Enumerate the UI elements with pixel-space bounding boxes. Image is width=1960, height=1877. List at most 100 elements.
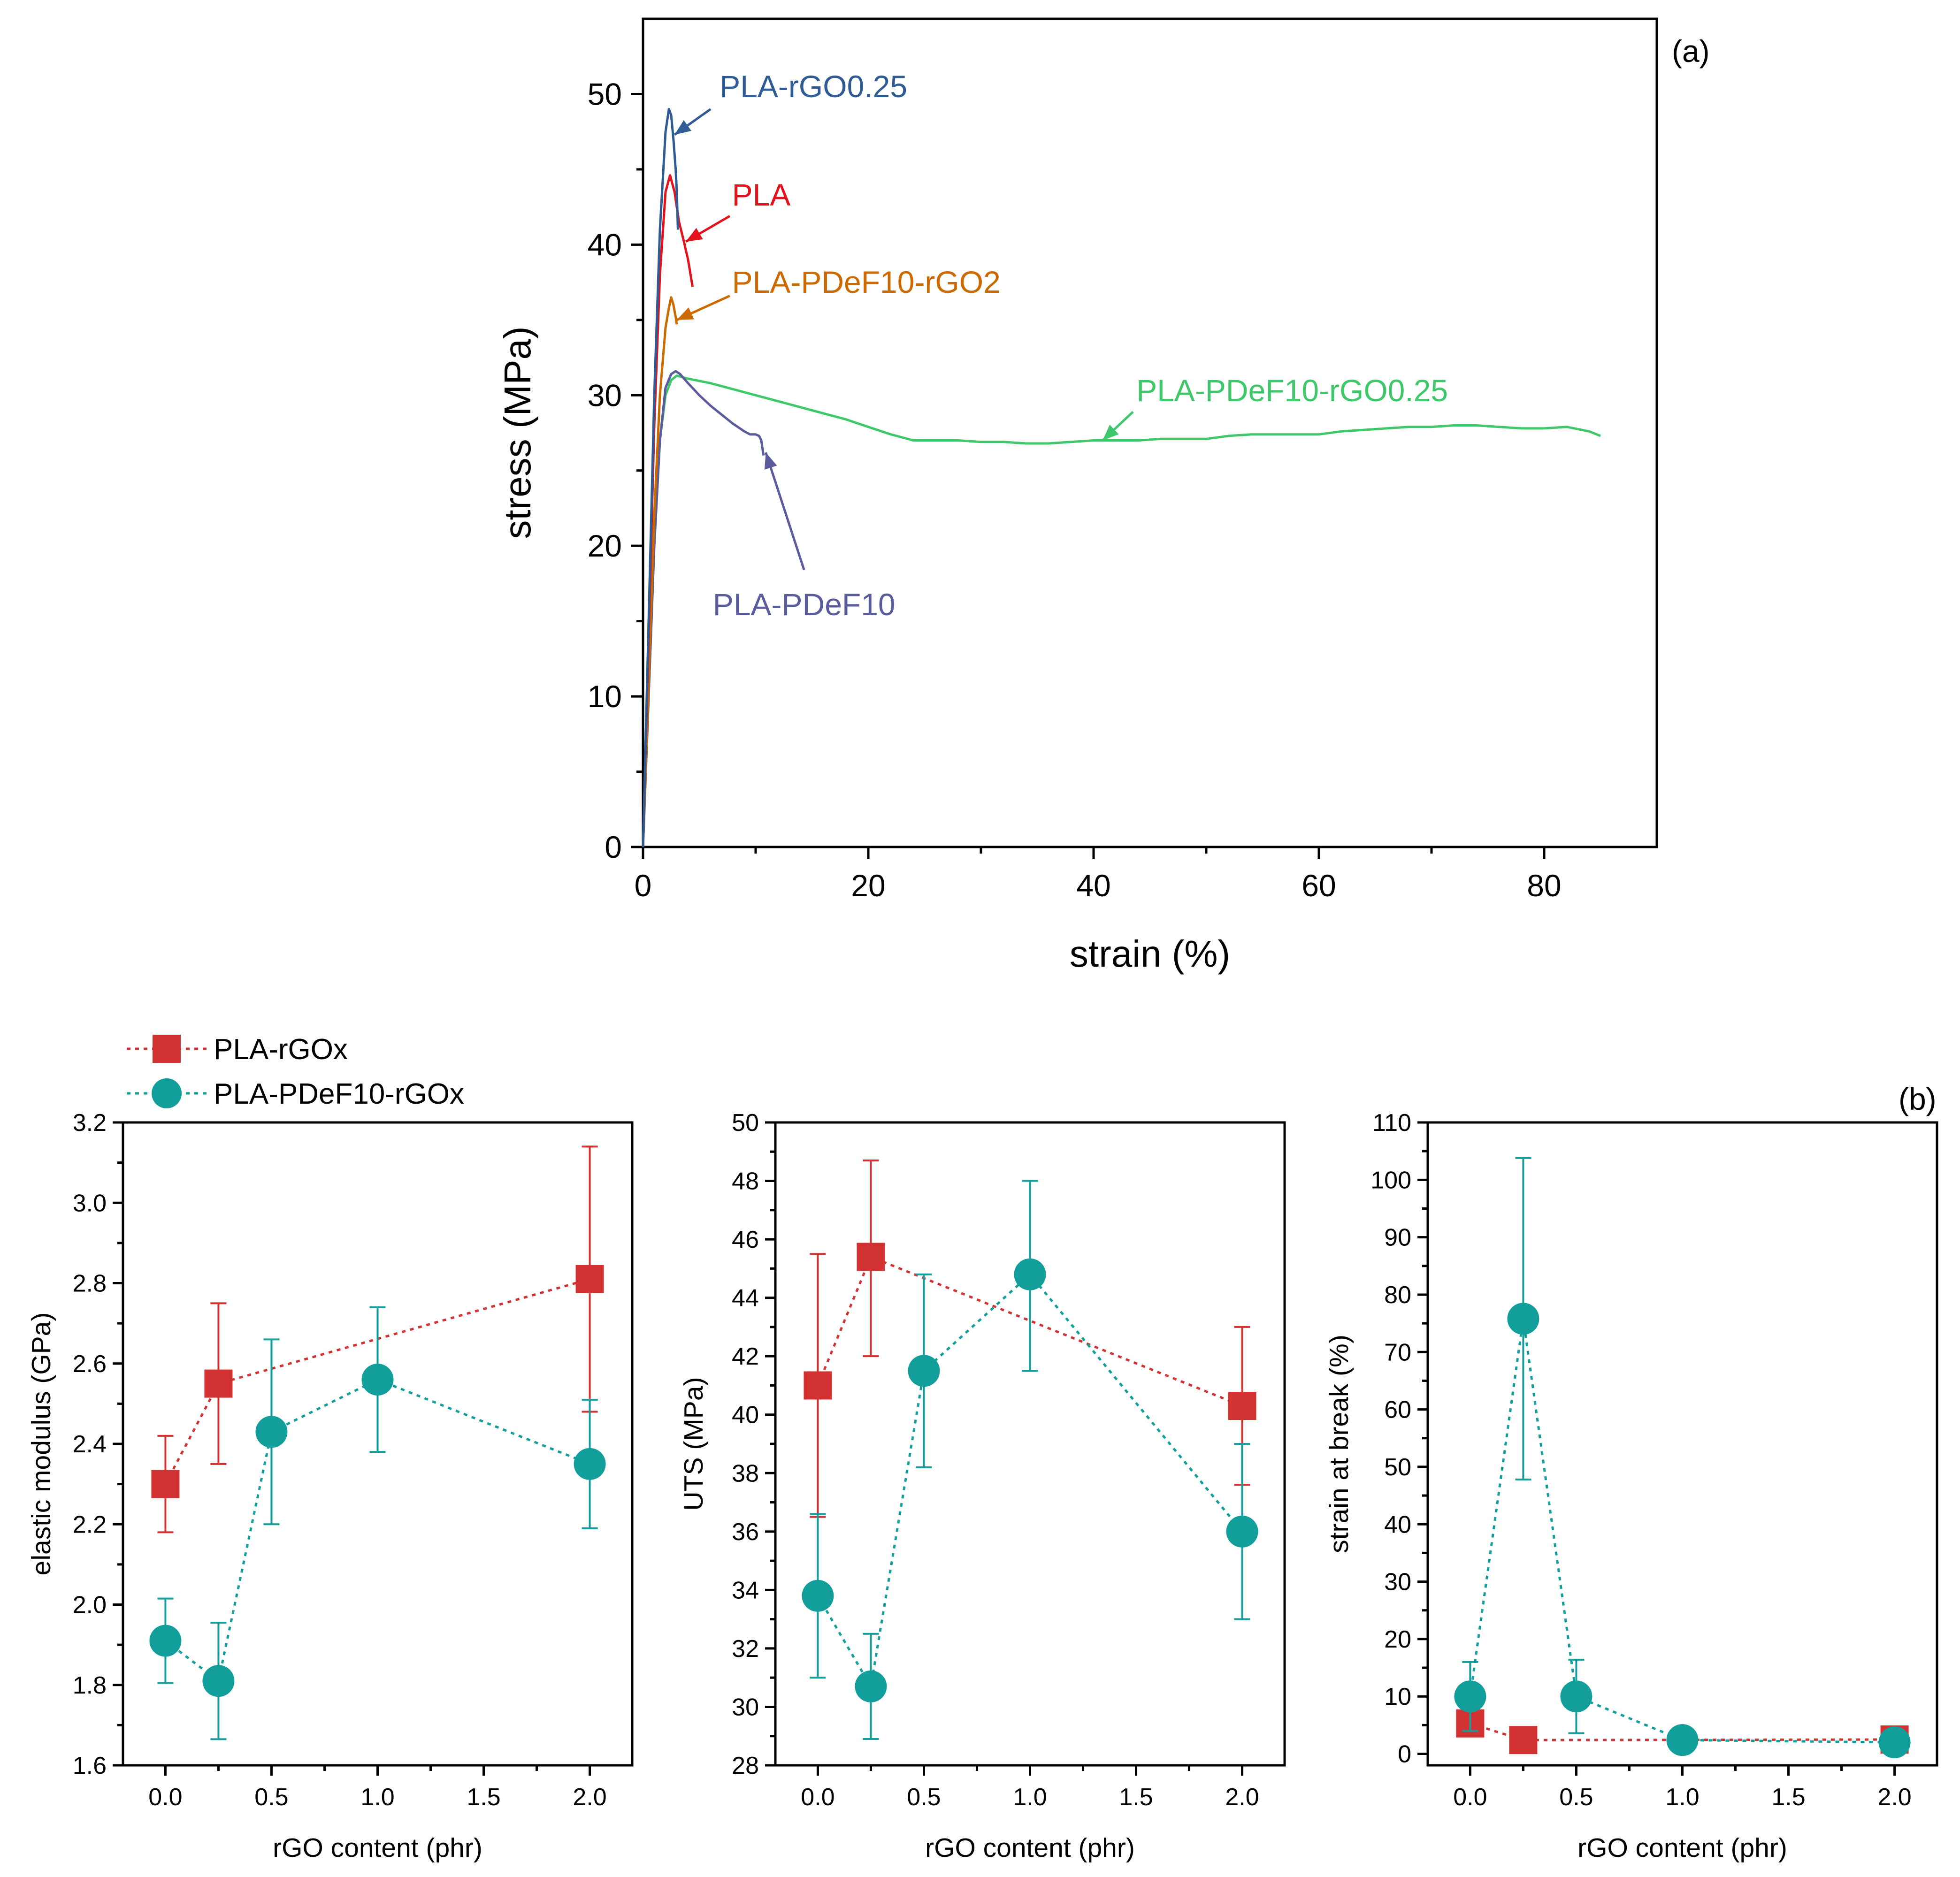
legend-square-marker	[153, 1035, 181, 1063]
data-point-pla-pdef10-rgox	[802, 1579, 834, 1612]
series-line-pla-pdef10-rgo0-25	[642, 374, 1601, 847]
y-tick-label: 90	[1384, 1224, 1411, 1251]
panel-a-y-tick-label: 20	[588, 528, 622, 563]
annotation-arrow-head	[674, 120, 692, 135]
annotation-label: PLA-PDeF10	[713, 587, 896, 622]
y-tick-label: 40	[1384, 1511, 1411, 1538]
x-tick-label: 0.0	[1453, 1784, 1487, 1811]
y-tick-label: 2.4	[73, 1431, 107, 1458]
x-tick-label: 2.0	[1225, 1784, 1259, 1811]
annotation-arrow-head	[1102, 425, 1119, 441]
y-tick-label: 2.6	[73, 1351, 107, 1378]
y-tick-label: 100	[1370, 1167, 1411, 1194]
y-tick-label: 60	[1384, 1396, 1411, 1424]
panel-a-annotations: PLA-rGO0.25 PLA PLA-PDeF10-rGO2 PLA-PDeF10-…	[674, 69, 1448, 622]
data-point-pla-rgox	[204, 1369, 233, 1398]
x-tick-label: 1.0	[1013, 1784, 1047, 1811]
panel-b-strain-at-break: 0.0 0.5 1.0 1.5 2.0 0 10 20 30 40 50 60 70 80 90 100 110…	[1324, 1109, 1938, 1863]
y-tick-label: 2.8	[73, 1270, 107, 1297]
annotation-arrow-shaft	[765, 452, 805, 571]
x-tick-label: 2.0	[1877, 1784, 1911, 1811]
data-point-pla-rgox	[575, 1265, 604, 1293]
y-tick-label: 44	[732, 1285, 759, 1312]
data-point-pla-rgox	[857, 1243, 885, 1271]
data-point-pla-rgox	[151, 1470, 180, 1498]
y-tick-label: 34	[732, 1577, 759, 1604]
x-tick-label: 1.0	[360, 1784, 394, 1811]
data-point-pla-pdef10-rgox	[1560, 1680, 1592, 1713]
series-line-pla-rgo0-25	[642, 108, 679, 847]
legend-circle-marker	[152, 1078, 182, 1108]
panel-a-x-tick-label: 60	[1302, 868, 1336, 903]
annotation-arrow-head	[686, 228, 703, 242]
data-point-pla-pdef10-rgox	[1454, 1680, 1486, 1713]
panel-a-y-tick-label: 40	[588, 227, 622, 262]
y-tick-label: 70	[1384, 1339, 1411, 1366]
y-tick-label: 3.0	[73, 1190, 107, 1217]
data-point-pla-rgox	[1509, 1726, 1538, 1755]
panel-a-stress-strain: 0 20 40 60 80 0 10 20 30 40 50 PLA-rGO0.25 PLA PLA-P…	[497, 17, 1710, 975]
y-tick-label: 2.0	[73, 1592, 107, 1619]
y-tick-label: 42	[732, 1343, 759, 1370]
x-axis-title: rGO content (phr)	[1577, 1833, 1787, 1863]
data-point-pla-pdef10-rgox	[855, 1670, 887, 1702]
panel-a-x-axis-title: strain (%)	[1070, 933, 1230, 975]
annotation-label: PLA-PDeF10-rGO0.25	[1136, 373, 1448, 408]
y-tick-label: 50	[732, 1109, 759, 1137]
panel-a-ticks: 0 20 40 60 80 0 10 20 30 40 50	[588, 76, 1562, 903]
panel-b-tag: (b)	[1899, 1082, 1937, 1116]
y-tick-label: 40	[732, 1402, 759, 1429]
y-tick-label: 48	[732, 1168, 759, 1195]
x-tick-label: 0.5	[254, 1784, 288, 1811]
annotation-arrow-head	[677, 307, 694, 320]
data-point-pla-rgox	[804, 1371, 832, 1400]
series-line-pla-pdef10	[642, 370, 765, 847]
panel-a-frame	[642, 17, 1658, 848]
y-tick-label: 10	[1384, 1683, 1411, 1710]
y-axis-title: UTS (MPa)	[679, 1377, 709, 1511]
panel-b-uts: 0.0 0.5 1.0 1.5 2.0 28 30 32 34 36 38 40 42 44 46 48 50 r…	[679, 1109, 1286, 1863]
x-tick-label: 1.5	[1119, 1784, 1153, 1811]
data-point-pla-pdef10-rgox	[1507, 1303, 1539, 1335]
y-tick-label: 38	[732, 1460, 759, 1487]
panel-a-y-tick-label: 50	[588, 76, 622, 111]
x-tick-label: 1.0	[1665, 1784, 1699, 1811]
data-point-pla-rgox	[1228, 1392, 1256, 1420]
annotation-label: PLA	[732, 177, 791, 212]
y-tick-label: 1.6	[73, 1752, 107, 1779]
series-line-pla-pdef10-rgo2	[642, 296, 678, 847]
y-tick-label: 110	[1372, 1109, 1411, 1137]
y-tick-label: 3.2	[73, 1109, 107, 1137]
data-point-pla-pdef10-rgox	[1666, 1724, 1699, 1756]
panel-b-elastic-modulus: 0.0 0.5 1.0 1.5 2.0 1.6 1.8 2.0 2.2 2.4 2.6 2.8 3.0 3…	[26, 1109, 634, 1863]
data-point-pla-pdef10-rgox	[149, 1625, 182, 1657]
y-axis-title: strain at break (%)	[1324, 1335, 1354, 1553]
x-axis-title: rGO content (phr)	[273, 1833, 482, 1863]
x-tick-label: 0.5	[907, 1784, 941, 1811]
data-point-pla-pdef10-rgox	[255, 1416, 288, 1448]
panel-a-y-tick-label: 30	[588, 378, 622, 412]
y-tick-label: 0	[1398, 1741, 1411, 1768]
annotation-label: PLA-PDeF10-rGO2	[732, 265, 1001, 299]
data-point-pla-pdef10-rgox	[574, 1448, 606, 1480]
panel-a-series	[642, 108, 1601, 847]
x-tick-label: 1.5	[1771, 1784, 1805, 1811]
x-tick-label: 2.0	[573, 1784, 606, 1811]
y-tick-label: 30	[1384, 1569, 1411, 1596]
panel-a-y-tick-label: 0	[605, 830, 622, 864]
y-tick-label: 32	[732, 1635, 759, 1663]
y-tick-label: 28	[732, 1752, 759, 1779]
x-tick-label: 0.0	[801, 1784, 835, 1811]
x-axis-title: rGO content (phr)	[925, 1833, 1135, 1863]
y-tick-label: 80	[1384, 1282, 1411, 1309]
series-line-pla-rgox	[817, 1255, 1243, 1407]
panel-a-y-tick-label: 10	[588, 679, 622, 714]
panel-a-x-tick-label: 20	[851, 868, 885, 903]
series-line-pla-rgox	[1470, 1722, 1895, 1741]
data-point-pla-pdef10-rgox	[1014, 1258, 1046, 1290]
legend-label-pla-pdef10-rgox: PLA-PDeF10-rGOx	[214, 1078, 464, 1110]
x-tick-label: 1.5	[467, 1784, 500, 1811]
y-tick-label: 1.8	[73, 1672, 107, 1699]
